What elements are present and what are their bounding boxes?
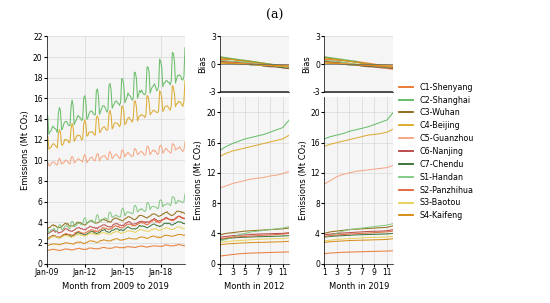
Y-axis label: Emissions (Mt CO₂): Emissions (Mt CO₂) [195, 141, 204, 220]
X-axis label: Month in 2012: Month in 2012 [224, 282, 285, 291]
Y-axis label: Emissions (Mt CO₂): Emissions (Mt CO₂) [299, 141, 307, 220]
Legend: C1-Shenyang, C2-Shanghai, C3-Wuhan, C4-Beijing, C5-Guanzhou, C6-Nanjing, C7-Chen: C1-Shenyang, C2-Shanghai, C3-Wuhan, C4-B… [399, 83, 474, 220]
Text: (a): (a) [266, 9, 284, 22]
Y-axis label: Emissions (Mt CO₂): Emissions (Mt CO₂) [21, 110, 30, 190]
Y-axis label: Bias: Bias [198, 55, 207, 73]
X-axis label: Month from 2009 to 2019: Month from 2009 to 2019 [63, 282, 169, 291]
X-axis label: Month in 2019: Month in 2019 [328, 282, 389, 291]
Y-axis label: Bias: Bias [302, 55, 311, 73]
